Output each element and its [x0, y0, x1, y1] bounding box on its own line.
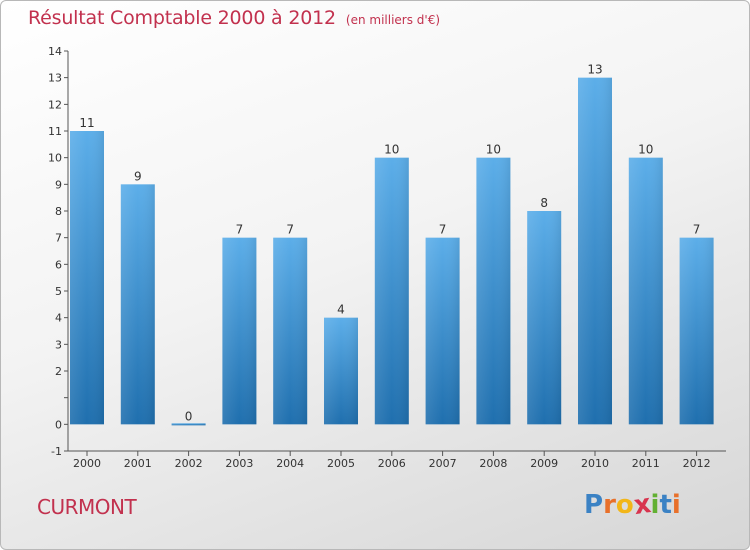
bar-group: [425, 237, 460, 425]
bar-group: [374, 157, 409, 425]
data-label: 10: [638, 143, 653, 157]
x-tick-label: 2008: [479, 457, 507, 470]
bar-shine: [120, 184, 155, 425]
chart-title-block: Résultat Comptable 2000 à 2012 (en millie…: [28, 7, 440, 29]
data-label: 10: [486, 143, 501, 157]
logo-letter: P: [584, 490, 604, 520]
labels: 2000 11 2001 9 2002 0 2003 7 2004 7 2005 4 2006 10 200…: [73, 63, 711, 470]
bar-group: [527, 211, 562, 425]
logo-letter: i: [650, 490, 660, 520]
bar-group: [679, 237, 714, 425]
data-label: 13: [587, 63, 602, 77]
logo-letter: x: [631, 488, 653, 522]
y-tick-label: 6: [55, 258, 62, 271]
x-tick-label: 2000: [73, 457, 101, 470]
data-label: 4: [337, 303, 345, 317]
axes: -1 0 2 3 4 5 6 7 8 9 10 11 12 13 14: [48, 45, 726, 458]
x-tick-label: 2003: [225, 457, 253, 470]
bar-shine: [476, 157, 511, 425]
bar-shine: [374, 157, 409, 425]
bar-shine: [171, 423, 206, 426]
bar-group: [628, 157, 663, 425]
bar-group: [324, 317, 358, 425]
y-tick-label: 3: [55, 338, 62, 351]
x-tick-label: 2005: [327, 457, 355, 470]
y-tick-label: -1: [51, 445, 62, 458]
y-tick-label: 7: [55, 232, 62, 245]
chart-subtitle: (en milliers d'€): [345, 13, 441, 27]
x-tick-label: 2001: [124, 457, 152, 470]
bar-shine: [273, 237, 308, 425]
x-tick-label: 2009: [530, 457, 558, 470]
y-tick-label: 12: [48, 98, 62, 111]
y-tick-label: 11: [48, 125, 62, 138]
data-label: 7: [439, 223, 447, 237]
logo-letter: r: [603, 490, 616, 520]
data-label: 7: [236, 223, 244, 237]
y-tick-label: 5: [55, 285, 62, 298]
x-tick-label: 2012: [683, 457, 711, 470]
data-label: 10: [384, 143, 399, 157]
bar-group: [222, 237, 257, 425]
chart-title: Résultat Comptable 2000 à 2012: [28, 7, 336, 29]
data-label: 11: [79, 116, 94, 130]
y-tick-label: 10: [48, 152, 62, 165]
bar-group: [273, 237, 308, 425]
bar-shine: [578, 77, 612, 425]
x-tick-label: 2007: [429, 457, 457, 470]
location-name: CURMONT: [37, 495, 137, 519]
bar-shine: [324, 317, 358, 425]
x-tick-label: 2002: [175, 457, 203, 470]
x-tick-label: 2004: [276, 457, 304, 470]
y-tick-label: 14: [48, 45, 62, 58]
bar-shine: [222, 237, 257, 425]
bar-shine: [527, 211, 562, 425]
y-tick-label: 4: [55, 312, 62, 325]
bar-shine: [628, 157, 663, 425]
bar-shine: [679, 237, 714, 425]
logo-letter: i: [671, 490, 681, 520]
bars: [70, 77, 714, 426]
bar-group: [120, 184, 155, 425]
bar-shine: [70, 131, 104, 425]
data-label: 8: [540, 196, 548, 210]
bar-group: [476, 157, 511, 425]
y-tick-label: 8: [55, 205, 62, 218]
data-label: 0: [185, 409, 193, 423]
x-tick-label: 2011: [632, 457, 660, 470]
bar-group: [171, 423, 206, 426]
bar-group: [70, 131, 104, 425]
data-label: 7: [693, 223, 701, 237]
y-tick-label: 0: [55, 418, 62, 431]
data-label: 7: [286, 223, 294, 237]
logo-letter: t: [659, 490, 672, 520]
x-tick-label: 2010: [581, 457, 609, 470]
bar-group: [578, 77, 612, 425]
proxiti-logo: Proxiti: [584, 488, 681, 522]
y-tick-label: 9: [55, 178, 62, 191]
x-tick-label: 2006: [378, 457, 406, 470]
y-tick-label: 2: [55, 365, 62, 378]
logo-letter: o: [615, 490, 634, 520]
data-label: 9: [134, 169, 142, 183]
bar-shine: [425, 237, 460, 425]
y-tick-label: 13: [48, 72, 62, 85]
